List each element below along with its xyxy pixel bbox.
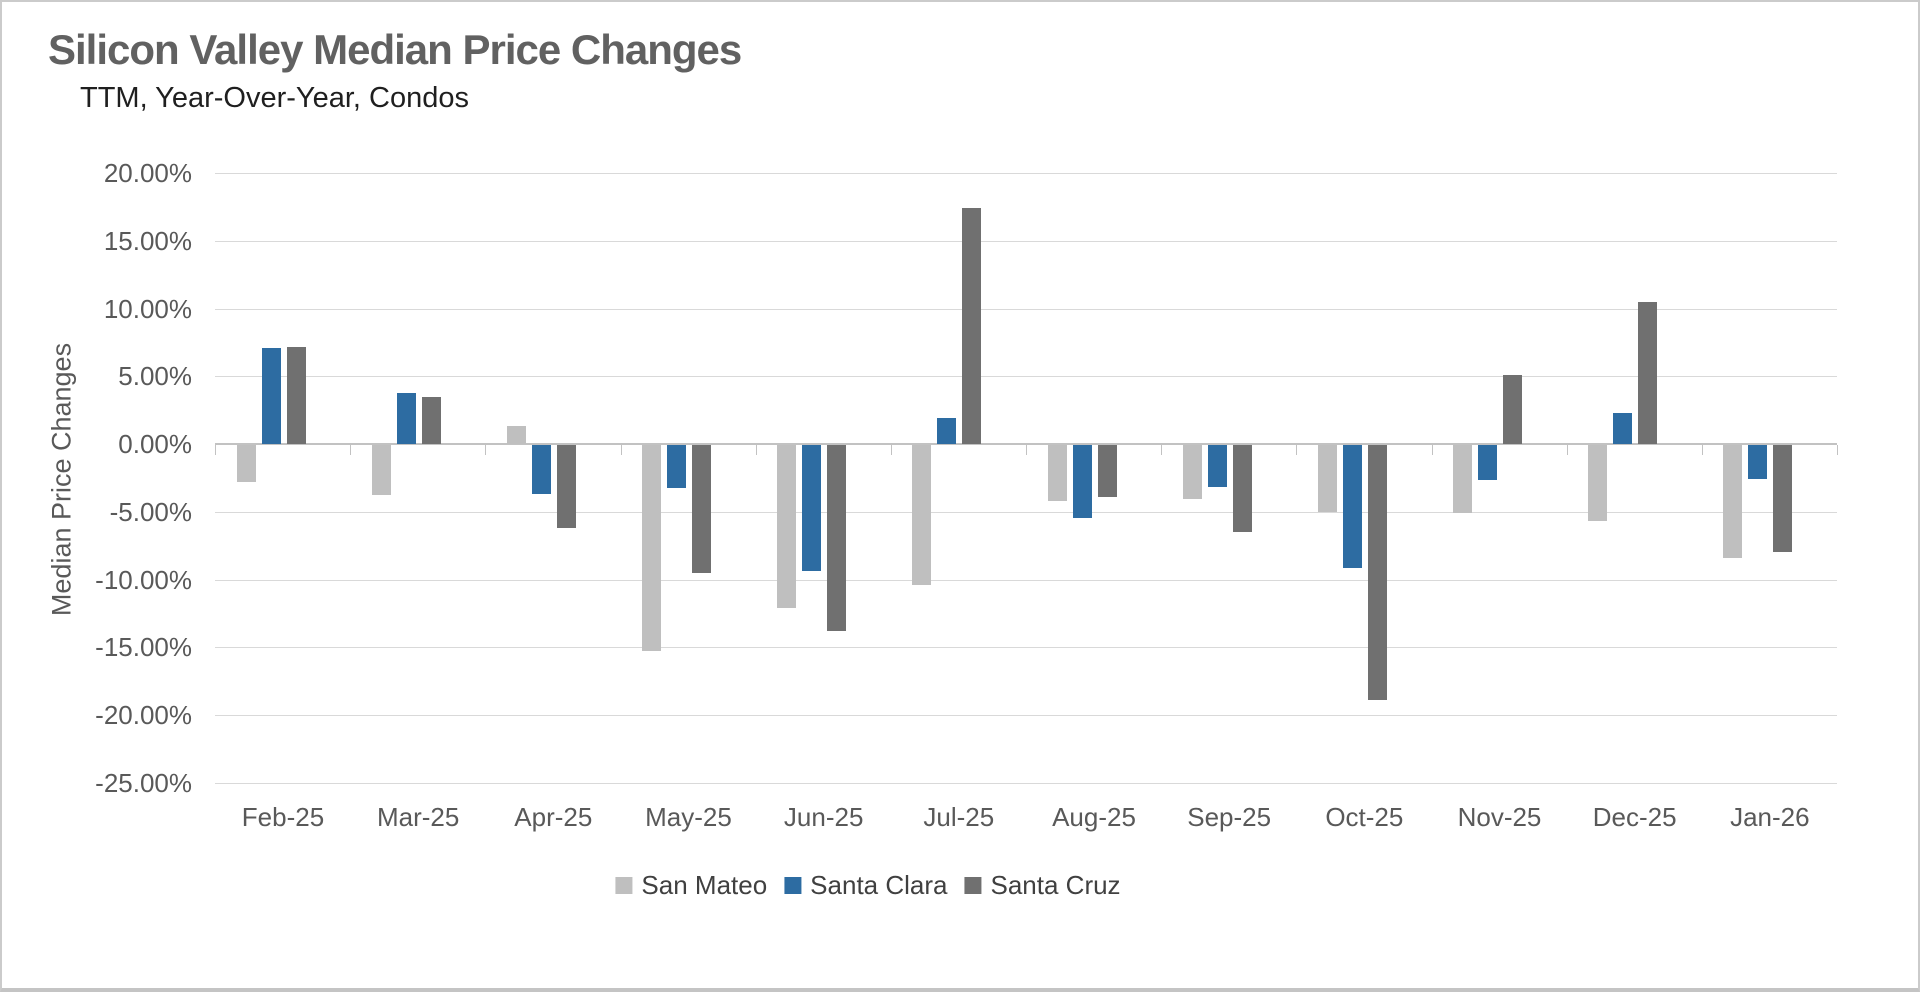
gridline	[215, 308, 1837, 310]
x-tick-label: Aug-25	[1052, 802, 1136, 832]
y-tick-label: -5.00%	[109, 496, 192, 527]
bar-santa-cruz-feb-25	[286, 346, 306, 445]
bar-santa-cruz-may-25	[692, 445, 712, 573]
gridline	[215, 647, 1837, 649]
bar-santa-cruz-nov-25	[1503, 374, 1523, 445]
zero-gridline	[215, 443, 1837, 446]
bar-san-mateo-jul-25	[912, 445, 932, 585]
bar-santa-cruz-apr-25	[556, 445, 576, 528]
bar-san-mateo-dec-25	[1588, 445, 1608, 522]
bar-santa-clara-feb-25	[261, 347, 281, 445]
x-axis-tick	[1296, 445, 1298, 456]
gridline	[215, 376, 1837, 378]
chart-subtitle: TTM, Year-Over-Year, Condos	[80, 82, 469, 114]
y-tick-label: 10.00%	[103, 293, 192, 324]
bar-san-mateo-jun-25	[777, 445, 797, 608]
x-tick-label: May-25	[645, 802, 732, 832]
y-tick-label: -15.00%	[95, 632, 192, 663]
bar-san-mateo-may-25	[642, 445, 662, 652]
bar-santa-cruz-mar-25	[421, 396, 441, 445]
legend-item-santa-cruz: Santa Cruz	[964, 870, 1121, 901]
x-tick-label: Jun-25	[783, 802, 864, 832]
x-axis-tick	[1566, 445, 1568, 456]
x-axis-tick	[620, 445, 622, 456]
bar-santa-clara-sep-25	[1207, 445, 1227, 488]
bar-santa-clara-jun-25	[802, 445, 822, 572]
bar-santa-cruz-dec-25	[1638, 301, 1658, 445]
bar-santa-clara-dec-25	[1613, 412, 1633, 445]
bar-santa-clara-apr-25	[531, 445, 551, 494]
x-tick-label: Jul-25	[923, 802, 995, 832]
bar-santa-cruz-jun-25	[827, 445, 847, 631]
gridline	[215, 783, 1837, 784]
legend-item-santa-clara: Santa Clara	[784, 870, 947, 901]
y-tick-label: 5.00%	[118, 361, 192, 392]
bar-santa-clara-aug-25	[1072, 445, 1092, 519]
gridline	[215, 173, 1837, 174]
chart-title: Silicon Valley Median Price Changes	[48, 26, 742, 73]
x-axis-tick	[1701, 445, 1703, 456]
gridline	[215, 579, 1837, 581]
y-tick-label: -20.00%	[95, 700, 192, 731]
y-tick-label: 0.00%	[118, 429, 192, 460]
legend-item-san-mateo: San Mateo	[615, 870, 767, 901]
bar-santa-cruz-jul-25	[962, 208, 982, 445]
bar-san-mateo-apr-25	[506, 426, 526, 445]
x-tick-label: Oct-25	[1325, 802, 1404, 832]
y-tick-label: -10.00%	[95, 564, 192, 595]
x-tick-label: Feb-25	[241, 802, 325, 832]
x-axis-tick	[485, 445, 487, 456]
x-axis-tick	[1837, 445, 1838, 456]
bar-san-mateo-oct-25	[1317, 445, 1337, 512]
bar-santa-clara-may-25	[667, 445, 687, 489]
gridline	[215, 511, 1837, 513]
bar-san-mateo-mar-25	[371, 445, 391, 496]
x-axis-tick	[1026, 445, 1027, 456]
legend-label: Santa Cruz	[990, 870, 1121, 900]
gridline	[215, 715, 1837, 717]
bar-santa-cruz-oct-25	[1367, 445, 1387, 700]
legend-swatch	[615, 877, 633, 894]
y-tick-label: 20.00%	[103, 158, 192, 188]
legend-swatch	[784, 877, 802, 894]
x-tick-label: Nov-25	[1457, 802, 1542, 832]
legend-label: Santa Clara	[810, 870, 948, 900]
bar-santa-cruz-aug-25	[1097, 445, 1117, 497]
bar-santa-clara-jan-26	[1748, 445, 1768, 479]
x-tick-label: Mar-25	[376, 802, 460, 832]
x-axis-tick	[1431, 445, 1433, 456]
bar-san-mateo-sep-25	[1182, 445, 1202, 500]
legend-label: San Mateo	[641, 870, 768, 900]
bar-santa-cruz-jan-26	[1773, 445, 1793, 553]
legend: San Mateo Santa Clara Santa Cruz	[615, 870, 1121, 901]
x-tick-label: Sep-25	[1187, 802, 1272, 832]
bar-santa-clara-nov-25	[1478, 445, 1498, 481]
x-tick-label: Jan-26	[1730, 802, 1810, 832]
x-axis-tick	[890, 445, 892, 456]
x-axis-tick	[755, 445, 757, 456]
x-axis-tick	[215, 445, 216, 456]
bar-san-mateo-jan-26	[1723, 445, 1743, 558]
y-tick-label: -25.00%	[95, 768, 192, 798]
y-tick-label: 15.00%	[103, 225, 192, 256]
bar-san-mateo-nov-25	[1453, 445, 1473, 513]
legend-swatch	[964, 877, 982, 894]
x-tick-label: Dec-25	[1592, 802, 1677, 832]
bar-santa-clara-jul-25	[937, 418, 957, 445]
x-tick-label: Apr-25	[514, 802, 593, 832]
bar-santa-cruz-sep-25	[1232, 445, 1252, 532]
bar-santa-clara-oct-25	[1342, 445, 1362, 569]
x-axis-tick	[350, 445, 352, 456]
bar-san-mateo-feb-25	[236, 445, 256, 482]
bar-santa-clara-mar-25	[396, 392, 416, 445]
bar-san-mateo-aug-25	[1047, 445, 1067, 501]
x-axis-tick	[1161, 445, 1163, 456]
gridline	[215, 240, 1837, 242]
